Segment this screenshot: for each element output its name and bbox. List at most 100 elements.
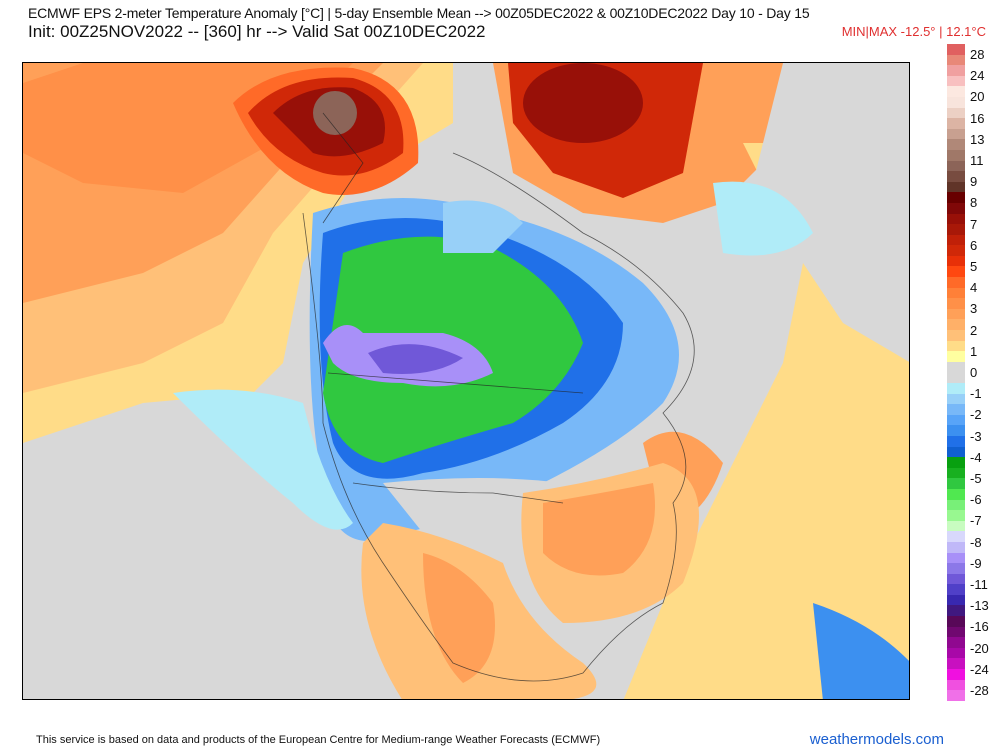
color-swatch xyxy=(947,65,965,76)
color-scale-label: -4 xyxy=(970,449,982,465)
color-swatch xyxy=(947,541,965,553)
color-swatch xyxy=(947,446,965,458)
color-scale-label: 4 xyxy=(970,280,978,296)
color-scale-label: 0 xyxy=(970,365,978,380)
color-scale-label: -2 xyxy=(970,407,982,423)
color-scale-label: 28 xyxy=(970,47,985,62)
color-scale-label: -7 xyxy=(970,513,982,529)
color-swatch xyxy=(947,213,965,225)
color-swatch xyxy=(947,86,965,97)
anomaly-field xyxy=(23,63,909,699)
color-swatch xyxy=(947,160,965,172)
color-swatch xyxy=(947,298,965,309)
color-swatch xyxy=(947,658,965,670)
color-scale-label: -9 xyxy=(970,555,982,571)
color-swatch xyxy=(947,139,965,150)
color-swatch xyxy=(947,202,965,214)
map-subtitle: Init: 00Z25NOV2022 -- [360] hr --> Valid… xyxy=(28,22,486,41)
color-swatch xyxy=(947,192,965,203)
color-swatch xyxy=(947,149,965,161)
color-scale-label: 1 xyxy=(970,343,978,359)
color-swatch xyxy=(947,425,965,436)
color-swatch xyxy=(947,54,965,66)
color-swatch xyxy=(947,669,965,680)
color-swatch xyxy=(947,616,965,627)
color-swatch xyxy=(947,372,965,383)
color-swatch xyxy=(947,96,965,108)
color-swatch xyxy=(947,478,965,489)
color-swatch xyxy=(947,510,965,521)
color-swatch xyxy=(947,361,965,373)
color-scale-label: -11 xyxy=(970,577,988,592)
color-scale-label: -3 xyxy=(970,428,982,444)
color-scale-label: -24 xyxy=(970,661,989,677)
color-scale-label: 24 xyxy=(970,68,985,84)
color-swatch xyxy=(947,594,965,606)
color-swatch xyxy=(947,308,965,320)
color-swatch xyxy=(947,605,965,617)
color-swatch xyxy=(947,690,965,701)
color-swatch xyxy=(947,44,965,55)
color-swatch xyxy=(947,393,965,405)
color-scale-label: 5 xyxy=(970,259,978,274)
color-scale-label: 20 xyxy=(970,89,985,105)
color-swatch xyxy=(947,287,965,299)
color-scale-label: -6 xyxy=(970,492,982,508)
color-swatch xyxy=(947,266,965,278)
color-swatch xyxy=(947,499,965,511)
color-swatch xyxy=(947,181,965,193)
color-swatch xyxy=(947,340,965,352)
color-scale-label: 6 xyxy=(970,237,978,253)
color-swatch xyxy=(947,171,965,182)
color-swatch xyxy=(947,626,965,638)
color-swatch xyxy=(947,234,965,246)
color-swatch xyxy=(947,488,965,500)
color-swatch xyxy=(947,573,965,585)
data-disclaimer: This service is based on data and produc… xyxy=(36,734,601,746)
color-swatch xyxy=(947,531,965,542)
color-swatch xyxy=(947,351,965,362)
color-swatch xyxy=(947,118,965,129)
color-swatch xyxy=(947,128,965,140)
min-max-readout: MIN|MAX -12.5° | 12.1°C xyxy=(841,24,986,39)
color-swatch xyxy=(947,404,965,415)
color-swatch xyxy=(947,552,965,564)
color-scale-label: -28 xyxy=(970,683,989,698)
color-scale-label: 9 xyxy=(970,174,978,190)
color-swatch xyxy=(947,224,965,235)
temperature-anomaly-map xyxy=(22,62,910,700)
color-swatch xyxy=(947,319,965,331)
color-swatch xyxy=(947,75,965,87)
map-title: ECMWF EPS 2-meter Temperature Anomaly [°… xyxy=(28,5,810,21)
color-swatch xyxy=(947,245,965,256)
color-scale-label: 13 xyxy=(970,131,985,147)
color-swatch xyxy=(947,330,965,341)
color-swatch xyxy=(947,277,965,288)
color-scale-label: -20 xyxy=(970,640,989,656)
color-scale-label: -13 xyxy=(970,598,989,614)
color-scale-label: 2 xyxy=(970,322,978,338)
color-scale-bar xyxy=(947,44,965,701)
color-scale-label: -1 xyxy=(970,386,982,402)
color-swatch xyxy=(947,435,965,447)
color-scale-label: 7 xyxy=(970,216,978,232)
color-swatch xyxy=(947,647,965,659)
color-swatch xyxy=(947,679,965,691)
color-swatch xyxy=(947,584,965,595)
color-scale-label: -8 xyxy=(970,534,982,550)
color-swatch xyxy=(947,383,965,394)
color-scale-label: 16 xyxy=(970,110,985,126)
color-swatch xyxy=(947,637,965,648)
color-swatch xyxy=(947,563,965,574)
color-scale-label: 3 xyxy=(970,301,978,317)
color-scale-label: -5 xyxy=(970,471,982,486)
color-swatch xyxy=(947,414,965,426)
brand-link[interactable]: weathermodels.com xyxy=(809,731,944,748)
color-scale-label: 8 xyxy=(970,195,978,211)
color-scale-label: 11 xyxy=(970,153,984,168)
color-scale-label: -16 xyxy=(970,619,989,635)
color-swatch xyxy=(947,255,965,267)
color-swatch xyxy=(947,467,965,479)
color-swatch xyxy=(947,107,965,119)
color-swatch xyxy=(947,520,965,532)
